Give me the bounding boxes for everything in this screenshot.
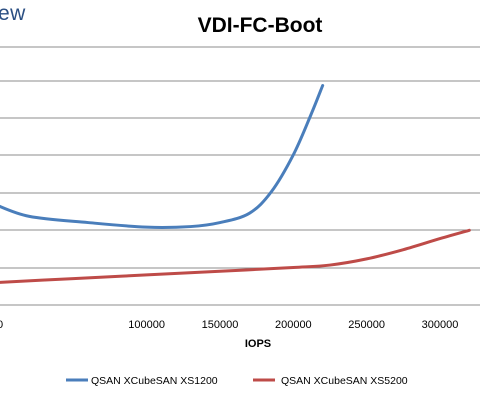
- x-tick-label: 200000: [275, 319, 312, 331]
- x-tick-label: 250000: [348, 319, 385, 331]
- x-tick-label: 0: [0, 319, 3, 331]
- legend-label-2: QSAN XCubeSAN XS5200: [281, 375, 408, 387]
- legend-label-1: QSAN XCubeSAN XS1200: [91, 375, 218, 387]
- x-tick-label: 100000: [128, 319, 165, 331]
- series-line-1: [0, 84, 325, 229]
- x-axis-label: IOPS: [245, 338, 271, 350]
- series-line-2: [0, 228, 471, 284]
- x-tick-label: 150000: [202, 319, 239, 331]
- chart-title: VDI-FC-Boot: [197, 14, 323, 37]
- x-tick-labels: 0 100000 150000 200000 250000 300000: [0, 319, 458, 331]
- logo-fragment: ew: [0, 2, 26, 25]
- legend: QSAN XCubeSAN XS1200 QSAN XCubeSAN XS5200: [66, 375, 408, 387]
- series-lines: [0, 84, 471, 284]
- gridlines: [0, 46, 480, 306]
- x-tick-label: 300000: [422, 319, 459, 331]
